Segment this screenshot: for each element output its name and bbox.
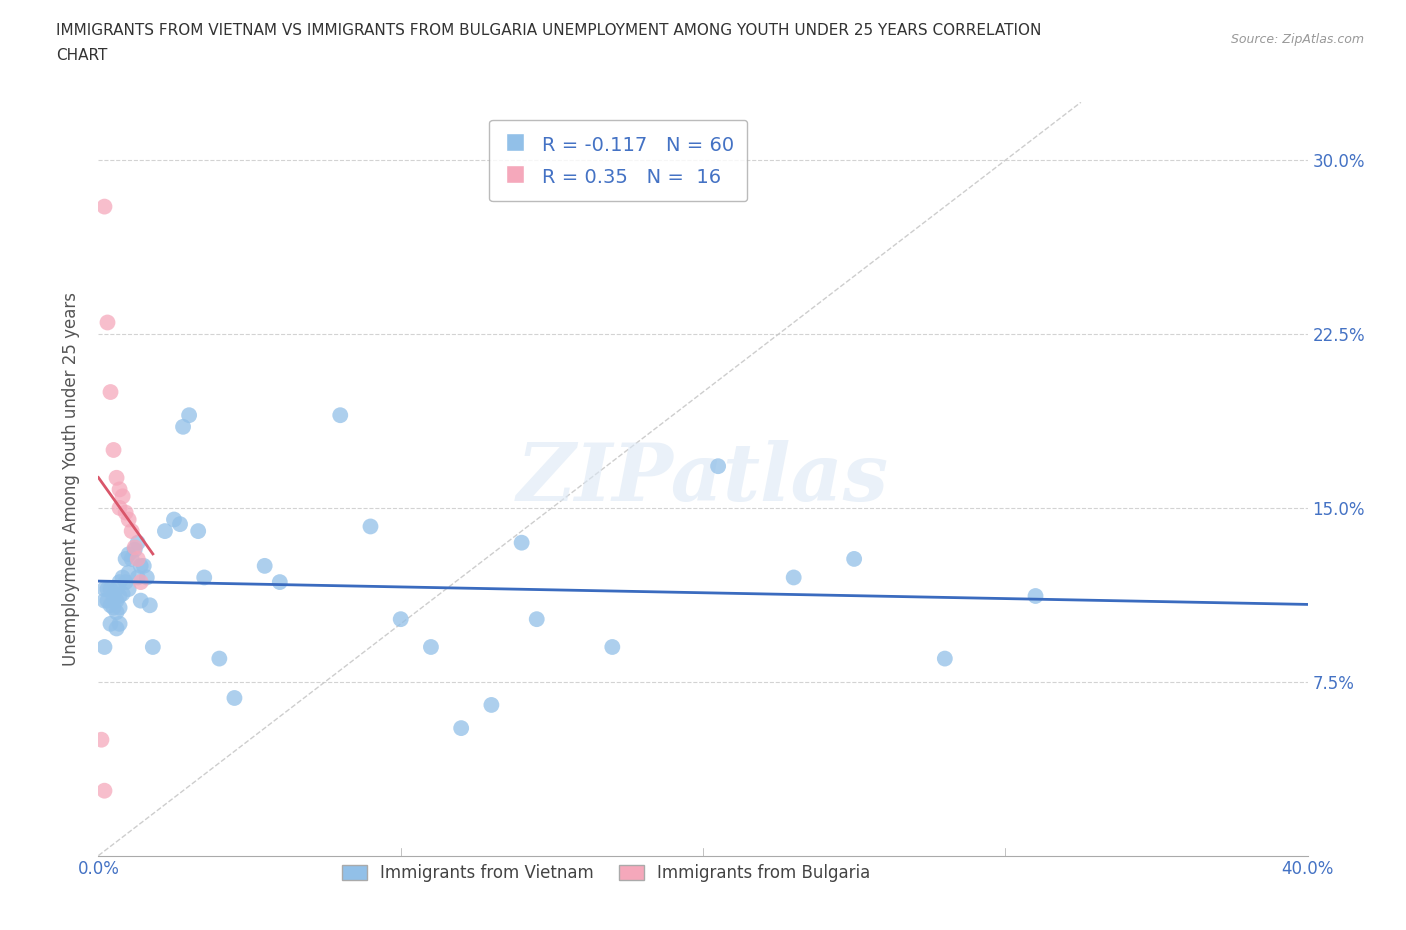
Point: [135, 570, 157, 585]
Point: [114, 551, 136, 566]
Point: [389, 612, 412, 627]
Point: [105, 471, 128, 485]
Point: [132, 558, 155, 573]
Point: [179, 407, 201, 422]
Point: [108, 600, 131, 615]
Legend: Immigrants from Vietnam, Immigrants from Bulgaria: Immigrants from Vietnam, Immigrants from…: [335, 857, 877, 889]
Point: [329, 407, 352, 422]
Point: [169, 517, 191, 532]
Point: [481, 698, 503, 712]
Point: [510, 536, 533, 551]
Point: [108, 575, 131, 590]
Point: [108, 617, 131, 631]
Point: [93, 199, 115, 214]
Point: [139, 598, 162, 613]
Point: [124, 542, 146, 557]
Point: [121, 524, 143, 538]
Point: [153, 524, 176, 538]
Point: [93, 581, 115, 596]
Text: CHART: CHART: [56, 48, 108, 63]
Point: [96, 315, 118, 330]
Point: [108, 589, 131, 604]
Point: [1024, 589, 1046, 604]
Point: [118, 547, 141, 562]
Point: [193, 570, 215, 585]
Point: [93, 783, 115, 798]
Point: [360, 519, 382, 534]
Point: [93, 593, 115, 608]
Point: [118, 581, 141, 596]
Point: [783, 570, 806, 585]
Point: [100, 617, 122, 631]
Point: [127, 536, 149, 551]
Point: [124, 540, 146, 555]
Point: [142, 640, 165, 655]
Point: [90, 732, 112, 747]
Point: [187, 524, 209, 538]
Point: [111, 570, 134, 585]
Point: [118, 512, 141, 527]
Point: [103, 443, 125, 458]
Point: [127, 551, 149, 566]
Point: [129, 558, 152, 573]
Point: [100, 598, 122, 613]
Y-axis label: Unemployment Among Youth under 25 years: Unemployment Among Youth under 25 years: [62, 292, 80, 666]
Point: [127, 570, 149, 585]
Point: [105, 593, 128, 608]
Point: [100, 385, 122, 400]
Point: [103, 600, 125, 615]
Point: [96, 581, 118, 596]
Point: [114, 575, 136, 590]
Point: [111, 489, 134, 504]
Point: [269, 575, 291, 590]
Point: [114, 505, 136, 520]
Text: Source: ZipAtlas.com: Source: ZipAtlas.com: [1230, 33, 1364, 46]
Point: [129, 593, 152, 608]
Point: [105, 581, 128, 596]
Point: [208, 651, 231, 666]
Point: [707, 458, 730, 473]
Point: [105, 604, 128, 619]
Point: [118, 565, 141, 580]
Point: [450, 721, 472, 736]
Point: [93, 640, 115, 655]
Text: IMMIGRANTS FROM VIETNAM VS IMMIGRANTS FROM BULGARIA UNEMPLOYMENT AMONG YOUTH UND: IMMIGRANTS FROM VIETNAM VS IMMIGRANTS FR…: [56, 23, 1042, 38]
Point: [253, 558, 276, 573]
Point: [121, 551, 143, 566]
Point: [103, 589, 125, 604]
Point: [105, 621, 128, 636]
Point: [163, 512, 186, 527]
Text: ZIPatlas: ZIPatlas: [517, 440, 889, 518]
Point: [844, 551, 866, 566]
Point: [108, 482, 131, 497]
Point: [129, 575, 152, 590]
Point: [172, 419, 194, 434]
Point: [526, 612, 548, 627]
Point: [934, 651, 956, 666]
Point: [602, 640, 624, 655]
Point: [111, 586, 134, 601]
Point: [224, 691, 246, 706]
Point: [96, 593, 118, 608]
Point: [100, 581, 122, 596]
Point: [108, 500, 131, 515]
Point: [420, 640, 443, 655]
